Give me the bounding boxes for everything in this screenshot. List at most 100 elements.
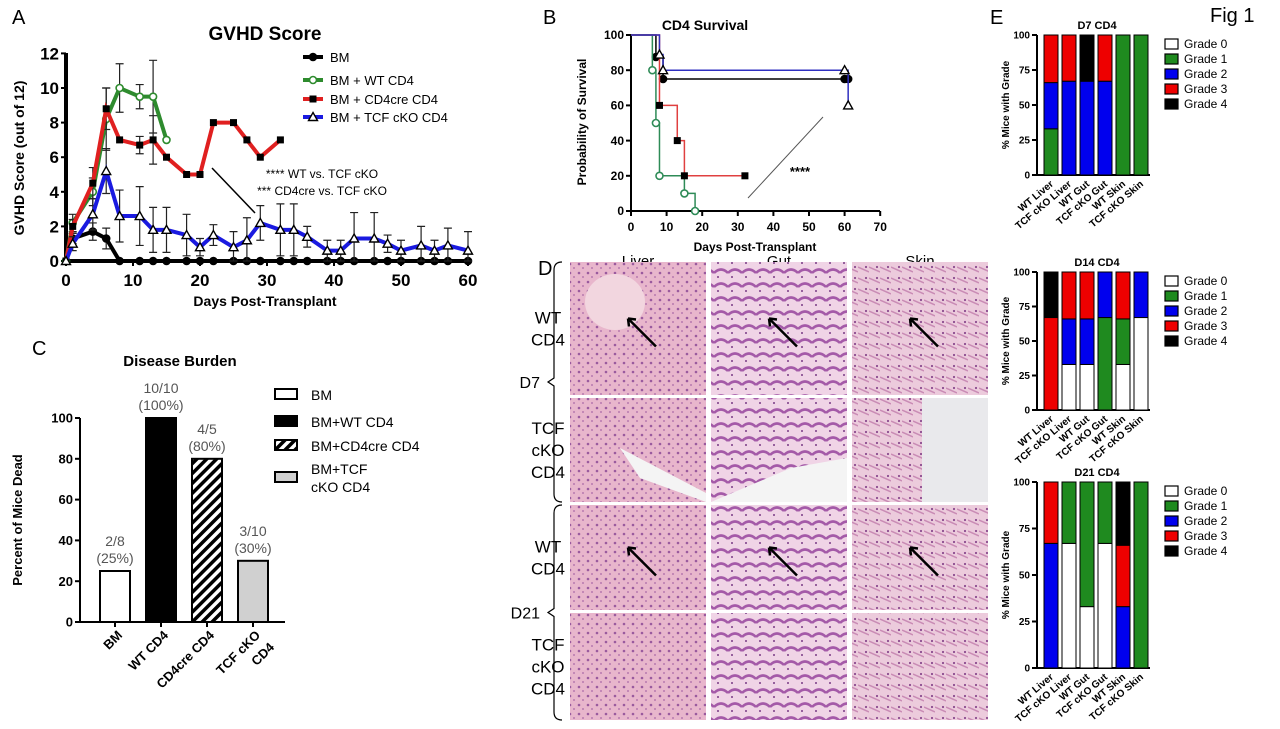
y-tick-label: 75 (1019, 302, 1031, 313)
series-0 (61, 222, 473, 266)
data-point (182, 256, 191, 266)
bar-segment (1079, 80, 1095, 176)
data-point (680, 189, 689, 198)
data-label: 2/8 (105, 533, 125, 549)
data-point (196, 171, 204, 178)
annotation-line (747, 116, 824, 199)
data-point (243, 136, 251, 144)
data-point (321, 244, 333, 255)
data-label: (80%) (188, 438, 225, 454)
y-tick-label: 100 (51, 411, 73, 426)
data-point (442, 239, 454, 250)
y-tick-label: 100 (1013, 268, 1030, 279)
y-tick-label: 75 (1019, 66, 1031, 77)
data-point (209, 119, 217, 127)
legend-label: Grade 0 (1184, 484, 1228, 498)
bar (99, 570, 131, 623)
survival-curve (631, 34, 849, 106)
legend-swatch (1164, 290, 1179, 302)
y-tick-label: 75 (1019, 524, 1031, 535)
data-point (147, 223, 159, 235)
data-point (741, 172, 749, 180)
chart-title: Disease Burden (123, 353, 236, 370)
bar-segment (1061, 318, 1077, 365)
row-label: CD4 (531, 331, 565, 350)
x-tick-label: 60 (838, 220, 852, 234)
legend-label: BM+WT CD4 (311, 414, 394, 430)
data-label: (100%) (138, 397, 183, 413)
legend-swatch (1164, 53, 1179, 65)
data-point (60, 255, 72, 266)
data-point (690, 206, 700, 216)
data-point (308, 52, 318, 62)
data-point (116, 136, 124, 144)
panel-a-gvhd-score: GVHD Score Days Post-Transplant GVHD Score… (11, 24, 477, 309)
data-point (87, 208, 99, 219)
data-point (101, 234, 111, 243)
data-point (368, 232, 380, 243)
bar-segment (1097, 542, 1113, 669)
data-point (653, 48, 666, 59)
data-point (115, 83, 124, 93)
bar-segment (1061, 34, 1077, 82)
y-tick-label: 0 (66, 615, 73, 630)
x-tick-label: 40 (767, 220, 781, 234)
legend-label: Grade 1 (1184, 52, 1228, 66)
survival-curve (631, 34, 745, 177)
bar-segment (1061, 363, 1077, 411)
row-label: cKO (531, 658, 564, 677)
bar-segment (1097, 481, 1113, 544)
x-tick-label: 60 (459, 271, 478, 290)
data-point (102, 105, 110, 113)
arrow-icon (767, 317, 798, 348)
x-tick-label: 40 (325, 271, 344, 290)
legend-label: Grade 1 (1184, 499, 1228, 513)
panel-letter-a: A (12, 7, 26, 29)
arrow-icon (908, 317, 939, 348)
y-tick-label: 50 (1019, 571, 1031, 582)
chart-title: CD4 Survival (662, 17, 748, 33)
legend-label: BM (311, 387, 332, 403)
bar-segment (1133, 271, 1149, 319)
data-label: (30%) (234, 540, 271, 556)
data-point (254, 217, 266, 228)
y-tick-label: 60 (59, 492, 73, 507)
data-point (89, 179, 97, 187)
y-tick-label: 6 (50, 148, 59, 167)
y-axis-label: Probability of Survival (575, 59, 589, 186)
legend-label: BM + WT CD4 (330, 73, 414, 88)
legend-label: Grade 4 (1184, 97, 1228, 111)
data-point (227, 241, 240, 252)
legend-swatch (1164, 305, 1179, 317)
bar (145, 417, 177, 623)
row-label: WT (535, 538, 561, 557)
annotation: **** (790, 164, 811, 179)
series-line (64, 229, 468, 263)
y-tick-label: 0 (50, 252, 59, 271)
data-point (180, 229, 193, 240)
bar-segment (1043, 128, 1059, 176)
vessel-lumen (585, 274, 645, 330)
bar-segment (1097, 80, 1113, 176)
y-tick-label: 4 (50, 183, 60, 202)
legend-label: Grade 2 (1184, 67, 1228, 81)
data-point (335, 244, 347, 255)
legend-swatch (1164, 320, 1179, 332)
x-tick-label: 20 (191, 271, 210, 290)
bar-segment (1043, 34, 1059, 84)
series-3 (60, 147, 474, 266)
data-point (680, 172, 688, 180)
legend-label: Grade 4 (1184, 334, 1228, 348)
bar-segment (1133, 34, 1149, 176)
y-tick-label: 0 (1024, 171, 1030, 182)
bar-segment (1079, 606, 1095, 669)
legend-swatch (1164, 98, 1179, 110)
y-tick-label: 80 (59, 451, 73, 466)
panel-letter-d: D (538, 258, 552, 280)
y-tick-label: 25 (1019, 136, 1031, 147)
x-tick-label: 20 (696, 220, 710, 234)
data-point (135, 256, 144, 266)
row-label: TCF (531, 636, 564, 655)
bar-segment (1043, 82, 1059, 130)
bar-segment (1043, 481, 1059, 544)
